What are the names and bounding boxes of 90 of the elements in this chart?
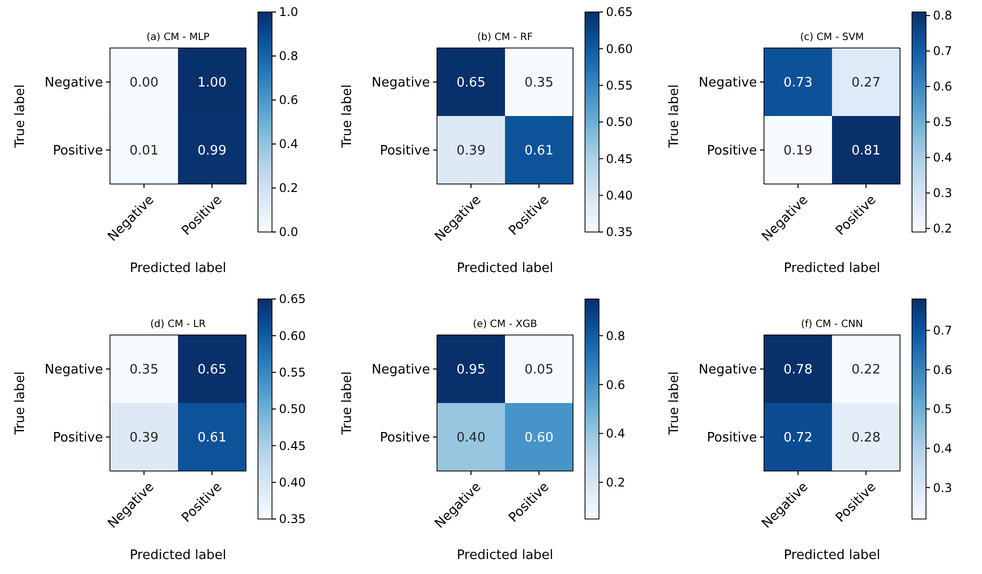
data-label: 0.39 — [456, 144, 486, 159]
y-axis-title: True label — [667, 371, 682, 436]
y-tick-label: Negative — [44, 362, 103, 378]
data-label: 0.61 — [524, 144, 554, 159]
data-label: 0.28 — [852, 430, 880, 446]
data-label: 0.27 — [852, 76, 880, 91]
data-label: 0.60 — [524, 430, 554, 446]
color-bar-label: 0.4 — [933, 441, 952, 456]
y-tick-label: Negative — [698, 76, 757, 91]
chart-title: (b) CM - RF — [477, 32, 534, 43]
color-bar-label: 0.4 — [606, 426, 626, 441]
color-bar-label: 0.50 — [279, 402, 306, 416]
color-bar-label: 1.0 — [279, 5, 298, 20]
y-tick-label: Positive — [52, 430, 103, 446]
color-bar-label: 0.35 — [279, 512, 306, 526]
color-bar-label: 0.6 — [933, 80, 952, 94]
y-axis-title: True label — [13, 371, 28, 436]
x-axis-title: Predicted label — [130, 261, 226, 276]
color-bar-label: 0.5 — [933, 115, 952, 130]
data-label: 0.73 — [784, 76, 812, 91]
x-axis-title: Predicted label — [456, 261, 554, 276]
data-label: 0.35 — [524, 76, 554, 91]
data-label: 0.95 — [456, 362, 486, 378]
color-bar-label: 0.60 — [279, 328, 306, 343]
data-label: 0.99 — [198, 144, 226, 159]
data-label: 0.22 — [852, 362, 880, 378]
color-bar-label: 0.2 — [933, 222, 952, 236]
data-label: 0.65 — [198, 362, 226, 378]
chart-title: (d) CM - LR — [150, 319, 206, 330]
x-axis-title: Predicted label — [456, 548, 554, 563]
x-axis-title: Predicted label — [784, 548, 880, 563]
data-label: 0.40 — [456, 430, 486, 446]
color-bar-label: 0.7 — [933, 44, 952, 58]
x-axis-title: Predicted label — [784, 261, 880, 276]
color-bar-label: 0.2 — [606, 476, 626, 490]
y-axis-title: True label — [667, 84, 682, 149]
color-bar-label: 0.4 — [933, 150, 952, 165]
color-bar-label: 0.40 — [606, 188, 633, 203]
color-bar-label: 0.6 — [279, 93, 298, 108]
y-axis-title: True label — [340, 84, 355, 149]
color-bar-label: 0.65 — [606, 5, 633, 20]
data-label: 0.01 — [130, 144, 158, 159]
y-tick-label: Negative — [372, 76, 430, 91]
color-bar-label: 0.8 — [933, 8, 952, 23]
y-tick-label: Negative — [44, 76, 103, 91]
data-label: 0.19 — [784, 144, 812, 159]
data-label: 0.78 — [784, 362, 812, 378]
color-bar-label: 0.5 — [933, 402, 952, 416]
y-tick-label: Negative — [698, 362, 757, 378]
color-bar-label: 0.8 — [279, 49, 298, 64]
color-bar-label: 0.0 — [279, 225, 298, 240]
color-bar-label: 0.50 — [606, 115, 633, 130]
y-tick-label: Positive — [52, 144, 103, 159]
color-bar-label: 0.65 — [279, 292, 306, 306]
color-bar-label: 0.6 — [606, 378, 626, 392]
y-tick-label: Positive — [380, 144, 430, 159]
data-label: 0.61 — [198, 430, 226, 446]
data-label: 0.72 — [784, 430, 812, 446]
color-bar-label: 0.3 — [933, 186, 952, 200]
data-label: 0.05 — [524, 362, 554, 378]
chart-title: (e) CM - XGB — [472, 319, 538, 330]
chart-title: (f) CM - CNN — [800, 319, 864, 330]
color-bar-label: 0.60 — [606, 42, 633, 56]
color-bar-label: 0.6 — [933, 362, 952, 377]
color-bar-label: 0.7 — [933, 324, 952, 338]
color-bar-label: 0.55 — [279, 366, 306, 380]
color-bar-label: 0.55 — [606, 78, 633, 93]
y-tick-label: Positive — [706, 430, 757, 446]
color-bar-label: 0.35 — [606, 225, 633, 240]
y-tick-label: Negative — [372, 362, 430, 378]
chart-title: (a) CM - MLP — [146, 32, 210, 43]
y-tick-label: Positive — [380, 430, 430, 446]
color-bar-label: 0.8 — [606, 328, 626, 343]
color-bar-label: 0.45 — [606, 152, 633, 166]
chart-title: (c) CM - SVM — [800, 32, 864, 43]
data-label: 0.81 — [852, 144, 880, 159]
color-bar-label: 0.3 — [933, 480, 952, 495]
y-tick-label: Positive — [706, 144, 757, 159]
color-bar-label: 0.45 — [279, 438, 306, 453]
data-label: 0.35 — [130, 362, 158, 378]
data-label: 0.65 — [456, 76, 486, 91]
color-bar-label: 0.40 — [279, 476, 306, 490]
x-axis-title: Predicted label — [130, 548, 226, 563]
y-axis-title: True label — [13, 84, 28, 149]
data-label: 1.00 — [198, 76, 226, 91]
color-bar-label: 0.4 — [279, 137, 298, 152]
y-axis-title: True label — [340, 371, 355, 436]
color-bar-label: 0.2 — [279, 181, 298, 196]
data-label: 0.00 — [130, 76, 158, 91]
data-label: 0.39 — [130, 430, 158, 446]
